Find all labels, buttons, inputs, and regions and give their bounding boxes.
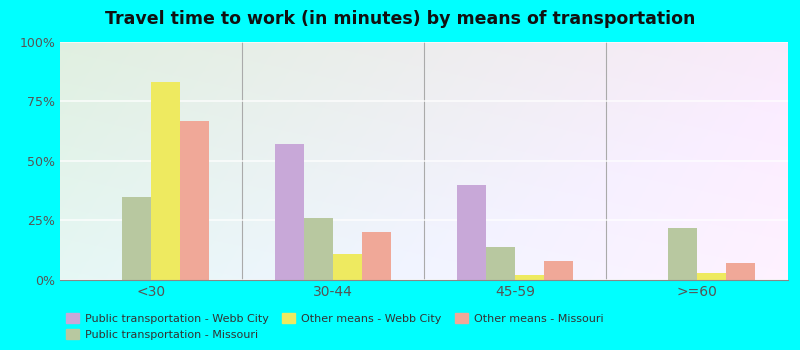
Bar xyxy=(122,197,151,280)
Bar xyxy=(274,144,304,280)
Bar xyxy=(333,254,362,280)
Bar xyxy=(362,232,391,280)
Bar xyxy=(668,228,697,280)
Bar xyxy=(180,120,210,280)
Bar xyxy=(304,218,333,280)
Bar xyxy=(697,273,726,280)
Bar xyxy=(457,185,486,280)
Text: Travel time to work (in minutes) by means of transportation: Travel time to work (in minutes) by mean… xyxy=(105,10,695,28)
Bar xyxy=(151,83,180,280)
Bar xyxy=(486,247,515,280)
Bar xyxy=(726,263,755,280)
Bar xyxy=(515,275,544,280)
Legend: Public transportation - Webb City, Public transportation - Missouri, Other means: Public transportation - Webb City, Publi… xyxy=(62,308,608,344)
Bar xyxy=(544,261,574,280)
